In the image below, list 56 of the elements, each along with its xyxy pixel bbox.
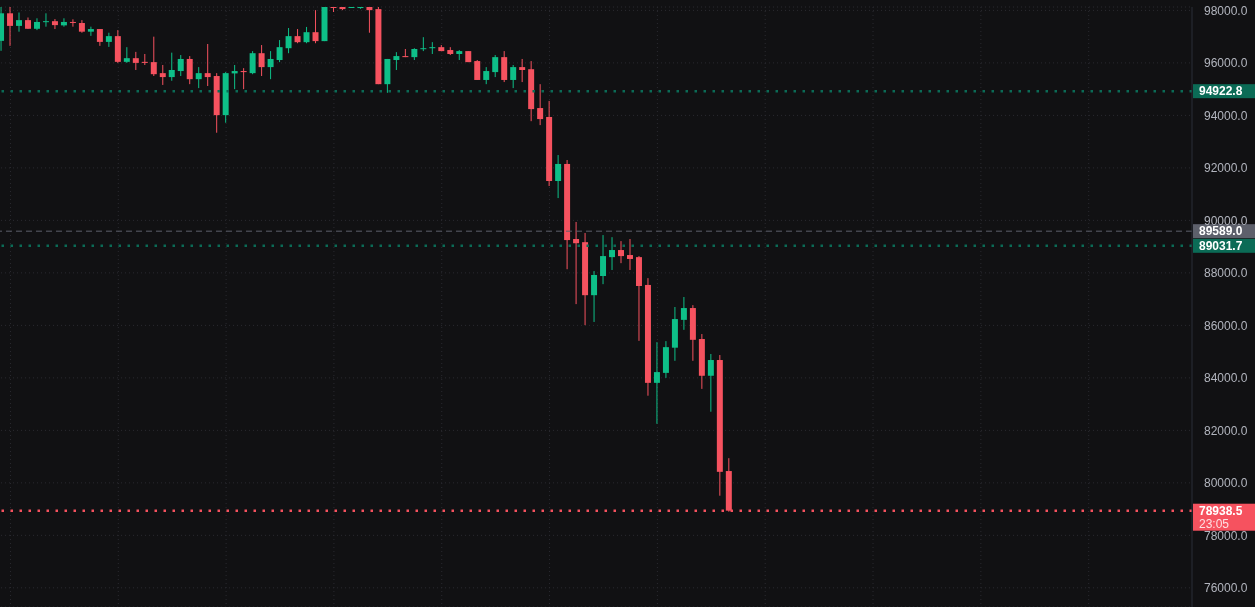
candlestick xyxy=(240,67,247,90)
candlestick xyxy=(420,36,427,52)
candlestick xyxy=(150,36,157,77)
candlestick xyxy=(474,59,481,81)
candlestick xyxy=(16,12,23,33)
y-tick-label: 76000.0 xyxy=(1204,581,1248,596)
candlestick xyxy=(69,18,76,28)
y-tick-label: 98000.0 xyxy=(1204,3,1248,18)
candlestick xyxy=(195,66,202,89)
y-tick-label: 96000.0 xyxy=(1204,56,1248,71)
candlestick xyxy=(42,12,49,28)
candlestick xyxy=(87,26,94,37)
candlestick xyxy=(510,64,517,89)
candlestick xyxy=(609,236,616,271)
candlestick xyxy=(159,64,166,86)
ref-line-label: 89031.7 xyxy=(1199,239,1243,254)
candlestick xyxy=(141,53,148,66)
candlestick xyxy=(312,9,319,44)
candlestick xyxy=(707,353,714,413)
candlestick xyxy=(258,44,265,77)
candlestick xyxy=(60,17,67,28)
candlestick xyxy=(653,341,660,425)
candlestick xyxy=(105,32,112,48)
candlestick xyxy=(366,7,373,34)
candlestick xyxy=(501,50,508,83)
candlestick xyxy=(618,240,624,264)
y-tick-label: 88000.0 xyxy=(1204,266,1248,281)
ref-line-label: 89589.0 xyxy=(1199,224,1243,239)
ref-line-label: 94922.8 xyxy=(1199,84,1243,99)
candlestick xyxy=(429,41,436,55)
candlestick xyxy=(492,54,499,78)
candlestick xyxy=(7,7,14,47)
candlestick xyxy=(249,50,256,75)
candlestick xyxy=(573,221,580,305)
candlestick xyxy=(276,39,283,63)
y-tick-label: 80000.0 xyxy=(1204,476,1248,491)
candlestick xyxy=(555,154,562,199)
candlestick xyxy=(680,296,687,331)
candlestick xyxy=(267,50,274,80)
y-tick-label: 86000.0 xyxy=(1204,318,1248,333)
candlestick xyxy=(204,43,211,87)
candlestick xyxy=(186,55,193,85)
y-tick-label: 82000.0 xyxy=(1204,423,1248,438)
candlestick xyxy=(168,52,175,82)
candlestick xyxy=(591,270,598,323)
candlestick xyxy=(600,234,607,285)
candlestick xyxy=(519,58,526,83)
candlestick xyxy=(177,54,184,77)
candlestick xyxy=(132,51,139,71)
candlestick xyxy=(627,238,633,271)
candlestick xyxy=(537,83,544,126)
candlestick xyxy=(51,18,58,30)
candlestick xyxy=(285,27,292,54)
y-tick-label: 94000.0 xyxy=(1204,108,1248,123)
y-tick-label: 92000.0 xyxy=(1204,161,1248,176)
y-tick-label: 84000.0 xyxy=(1204,371,1248,386)
